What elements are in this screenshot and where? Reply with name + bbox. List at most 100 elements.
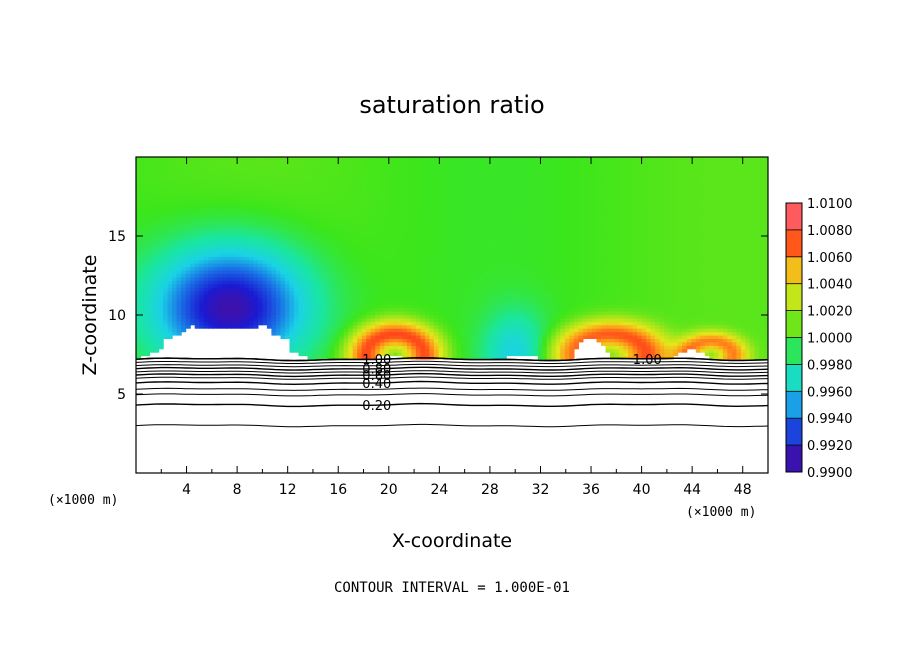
field-cell: [248, 170, 254, 175]
field-cell: [366, 348, 372, 353]
field-cell: [415, 181, 421, 185]
field-cell: [524, 352, 530, 357]
field-cell: [488, 304, 494, 309]
field-cell: [316, 355, 322, 360]
field-cell: [307, 317, 313, 322]
field-cell: [406, 270, 412, 274]
field-cell: [483, 328, 489, 333]
field-cell: [271, 314, 277, 319]
field-cell: [262, 170, 268, 175]
field-cell: [325, 170, 331, 175]
field-cell: [230, 266, 236, 271]
field-cell: [447, 170, 453, 175]
field-cell: [145, 215, 151, 220]
field-cell: [343, 167, 349, 172]
field-cell: [352, 239, 358, 244]
field-cell: [506, 242, 512, 247]
field-cell: [506, 198, 512, 203]
field-cell: [506, 270, 512, 274]
field-cell: [339, 304, 345, 309]
field-cell: [452, 181, 458, 185]
field-cell: [528, 259, 534, 264]
field-cell: [528, 184, 534, 189]
field-cell: [424, 259, 430, 264]
field-cell: [275, 293, 281, 298]
field-cell: [465, 290, 471, 295]
field-cell: [379, 167, 385, 172]
field-cell: [492, 273, 498, 278]
field-cell: [528, 177, 534, 182]
field-cell: [185, 211, 191, 216]
field-cell: [492, 194, 498, 199]
field-cell: [244, 228, 250, 233]
field-cell: [361, 263, 367, 268]
field-cell: [167, 270, 173, 274]
field-cell: [506, 293, 512, 298]
field-cell: [433, 211, 439, 216]
field-cell: [316, 157, 322, 161]
field-cell: [343, 222, 349, 226]
field-cell: [379, 160, 385, 165]
field-cell: [185, 314, 191, 319]
field-cell: [334, 311, 340, 316]
field-cell: [253, 324, 259, 329]
field-cell: [262, 287, 268, 292]
field-cell: [172, 215, 178, 220]
field-cell: [452, 184, 458, 189]
field-cell: [266, 263, 272, 268]
field-cell: [185, 280, 191, 285]
field-cell: [470, 187, 476, 192]
field-cell: [325, 235, 331, 240]
field-cell: [384, 184, 390, 189]
field-cell: [402, 256, 408, 261]
field-cell: [510, 215, 516, 220]
field-cell: [154, 228, 160, 233]
field-cell: [235, 208, 241, 213]
field-cell: [316, 187, 322, 192]
field-cell: [321, 222, 327, 226]
field-cell: [384, 177, 390, 182]
field-cell: [519, 263, 525, 268]
field-cell: [483, 314, 489, 319]
field-cell: [158, 198, 164, 203]
field-cell: [452, 256, 458, 261]
field-cell: [339, 228, 345, 233]
field-cell: [492, 300, 498, 305]
field-cell: [136, 177, 142, 182]
field-cell: [185, 270, 191, 274]
field-cell: [492, 276, 498, 281]
field-cell: [510, 283, 516, 288]
field-cell: [384, 297, 390, 302]
field-cell: [402, 184, 408, 189]
field-cell: [203, 194, 209, 199]
field-cell: [321, 280, 327, 285]
field-cell: [154, 215, 160, 220]
field-cell: [339, 321, 345, 326]
field-cell: [271, 184, 277, 189]
field-cell: [145, 167, 151, 172]
field-cell: [361, 317, 367, 322]
field-cell: [285, 311, 291, 316]
field-cell: [334, 276, 340, 281]
field-cell: [447, 307, 453, 312]
field-cell: [158, 300, 164, 305]
field-cell: [163, 324, 169, 329]
field-cell: [176, 246, 182, 250]
field-cell: [465, 331, 471, 336]
field-cell: [163, 160, 169, 165]
field-cell: [483, 191, 489, 196]
field-cell: [217, 184, 223, 189]
field-cell: [244, 167, 250, 172]
field-cell: [172, 225, 178, 230]
field-cell: [217, 249, 223, 254]
field-cell: [244, 239, 250, 244]
field-cell: [217, 174, 223, 179]
field-cell: [366, 345, 372, 350]
field-cell: [424, 177, 430, 182]
field-cell: [158, 246, 164, 250]
field-cell: [149, 280, 155, 285]
field-cell: [406, 187, 412, 192]
field-cell: [438, 311, 444, 316]
field-cell: [384, 194, 390, 199]
